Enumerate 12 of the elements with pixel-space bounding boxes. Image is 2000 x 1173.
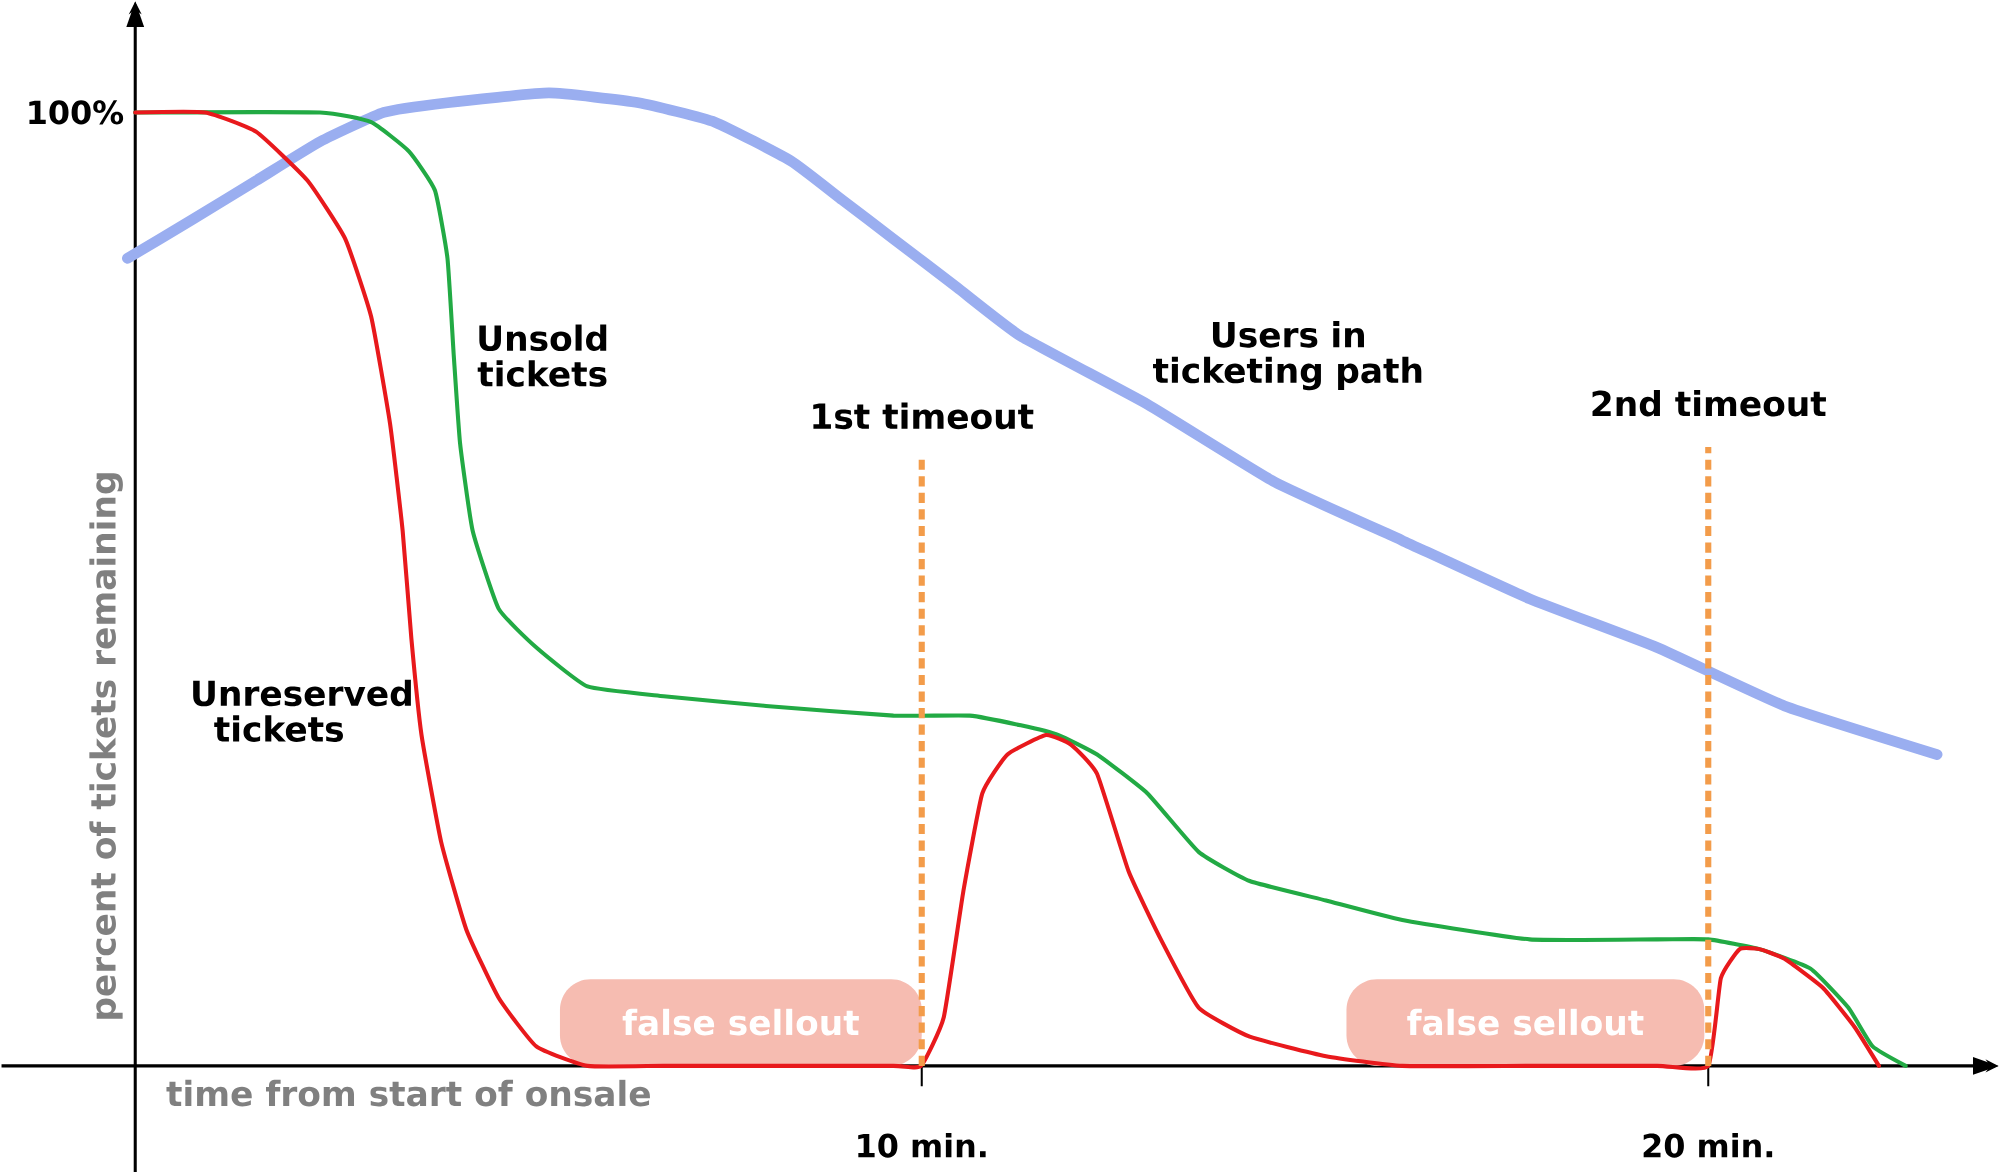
series-label: Users in ticketing path [1153,320,1422,391]
ref-line-label: 1st timeout [813,402,1034,429]
series-label: Unreserved tickets [193,679,411,742]
band-label: false sellout [622,1008,859,1036]
annotation: 100% [29,100,124,125]
x-tick-label: 10 min. [858,1132,986,1158]
x-axis-title: time from start of onsale [166,1079,650,1107]
ref-line-label: 2nd timeout [1592,389,1826,417]
series-label: Unsold tickets [477,324,607,387]
x-tick-label: 20 min. [1643,1132,1773,1158]
y-axis-title: percent of tickets remaining [89,473,123,1019]
band-label: false sellout [1407,1008,1644,1036]
